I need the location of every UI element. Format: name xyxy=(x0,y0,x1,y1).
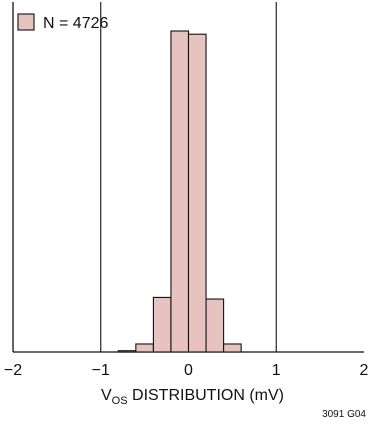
histogram-bar-4 xyxy=(170,30,190,353)
legend: N = 4726 xyxy=(17,13,108,32)
x-axis-label-subscript: OS xyxy=(112,395,128,407)
x-tick-label-2: −1 xyxy=(92,362,110,379)
x-axis-label: VOS DISTRIBUTION (mV) xyxy=(101,387,284,407)
figure-id: 3091 G04 xyxy=(322,409,366,420)
histogram-bar-3 xyxy=(152,296,172,353)
histogram-bar-7 xyxy=(223,343,242,353)
bars xyxy=(117,30,242,353)
histogram-bar-6 xyxy=(205,298,225,353)
x-axis-label-part-2: DISTRIBUTION (mV) xyxy=(128,387,284,404)
grid-lines xyxy=(100,2,277,352)
x-tick-label-1: −2 xyxy=(4,362,22,379)
x-tick-label-5: 2 xyxy=(360,362,368,379)
x-tick-labels: −2 −1 0 1 2 xyxy=(4,362,368,379)
x-tick-label-3: 0 xyxy=(184,362,193,379)
x-axis-label-part-1: V xyxy=(101,387,112,404)
x-tick-label-4: 1 xyxy=(272,362,281,379)
histogram-bar-1 xyxy=(117,350,137,353)
legend-label: N = 4726 xyxy=(43,15,108,32)
histogram-bar-5 xyxy=(187,33,207,353)
histogram-bar-2 xyxy=(135,343,154,353)
legend-swatch xyxy=(17,13,35,31)
